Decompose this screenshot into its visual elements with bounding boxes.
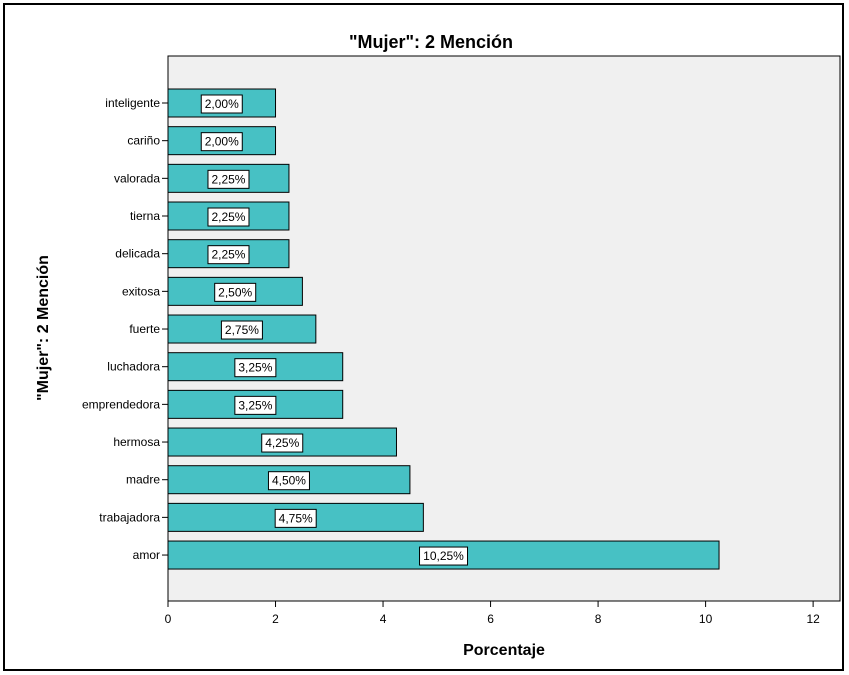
data-label-box	[419, 546, 469, 566]
y-tick-label: hermosa	[113, 435, 160, 449]
data-label-box	[214, 282, 257, 302]
data-label: 4,50%	[272, 474, 306, 488]
data-label: 2,00%	[205, 97, 239, 111]
data-label-box	[207, 169, 250, 189]
data-label: 2,50%	[218, 285, 252, 299]
data-label-box	[234, 358, 277, 378]
y-axis-title: "Mujer": 2 Mención	[35, 255, 52, 401]
x-axis: 0 2 4 6 8 10 12	[165, 601, 820, 626]
y-tick-label: trabajadora	[99, 510, 160, 524]
y-tick-label: fuerte	[129, 322, 160, 336]
x-axis-title: Porcentaje	[463, 642, 545, 659]
bars-group: 2,00% 2,00% 2,25% 2,25% 2,25% 2,50% 2,75% 3,25%…	[167, 88, 720, 570]
data-label: 2,25%	[211, 248, 245, 262]
y-tick-label: luchadora	[107, 360, 160, 374]
data-label-box	[220, 320, 263, 340]
x-tick-label: 12	[806, 612, 820, 626]
data-label: 2,75%	[225, 323, 259, 337]
x-tick-label: 10	[699, 612, 713, 626]
chart-title: "Mujer": 2 Mención	[349, 32, 513, 52]
y-tick-label: amor	[133, 548, 160, 562]
x-tick-label: 0	[165, 612, 172, 626]
data-label: 2,25%	[211, 210, 245, 224]
data-label: 4,25%	[265, 436, 299, 450]
data-label-box	[234, 395, 277, 415]
y-tick-label: madre	[126, 473, 160, 487]
data-label-box	[207, 245, 250, 265]
y-tick-label: inteligente	[105, 96, 160, 110]
data-label: 4,75%	[279, 511, 313, 525]
data-label-box	[207, 207, 250, 227]
y-tick-label: delicada	[115, 247, 160, 261]
y-tick-label: emprendedora	[82, 397, 160, 411]
x-tick-label: 2	[272, 612, 279, 626]
y-tick-label: exitosa	[122, 284, 160, 298]
y-tick-label: valorada	[114, 171, 160, 185]
data-label: 2,25%	[211, 172, 245, 186]
x-tick-label: 8	[595, 612, 602, 626]
y-tick-label: cariño	[127, 134, 160, 148]
data-label: 10,25%	[423, 549, 464, 563]
x-tick-label: 4	[380, 612, 387, 626]
y-axis: inteligente cariño valorada tierna delicada e…	[82, 96, 168, 562]
data-label-box	[261, 433, 304, 453]
data-label-box	[200, 132, 243, 152]
data-label: 3,25%	[238, 361, 272, 375]
data-label: 2,00%	[205, 135, 239, 149]
data-label-box	[267, 471, 310, 491]
data-label: 3,25%	[238, 398, 272, 412]
y-tick-label: tierna	[130, 209, 160, 223]
data-label-box	[200, 94, 243, 114]
x-tick-label: 6	[487, 612, 494, 626]
data-label-box	[274, 508, 317, 528]
